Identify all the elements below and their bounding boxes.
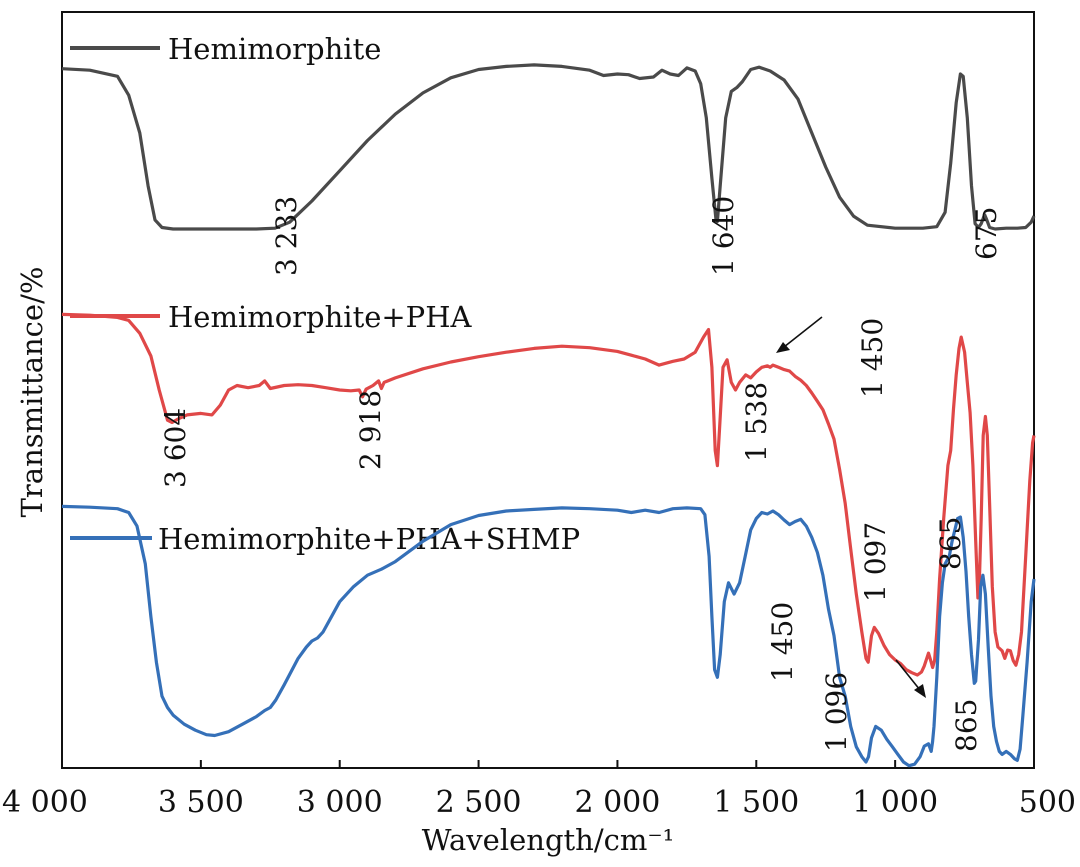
x-tick-label-2500: 2 500: [436, 785, 522, 820]
series-line-hemimorphite-pha: [61, 312, 1036, 677]
legend-label-hemimorphite: Hemimorphite: [168, 32, 381, 66]
x-tick-label-1000: 1 000: [852, 785, 938, 820]
series-line-hemimorphite-pha-shmp: [61, 504, 1036, 768]
x-tick-label-3000: 3 000: [297, 785, 383, 820]
x-axis-label: Wavelength/cm⁻¹: [422, 823, 675, 857]
annotation-1450-pha: 1 450: [856, 318, 889, 398]
legend-label-hemimorphite-pha: Hemimorphite+PHA: [168, 300, 472, 334]
x-tick-label-2000: 2 000: [574, 785, 660, 820]
plot-frame: [61, 11, 1035, 769]
annotation-865-shmp: 865: [950, 699, 983, 752]
annotation-3604: 3 604: [159, 408, 192, 488]
x-tick-label-4000: 4 000: [2, 785, 88, 820]
legend-label-hemimorphite-pha-shmp: Hemimorphite+PHA+SHMP: [158, 522, 580, 556]
x-tick-label-3500: 3 500: [158, 785, 244, 820]
series-line-hemimorphite: [61, 63, 1036, 231]
annotation-3233: 3 233: [270, 196, 303, 276]
legend-hemimorphite: Hemimorphite: [70, 32, 381, 66]
legend-hemimorphite-pha: Hemimorphite+PHA: [70, 300, 472, 334]
arrow-annotation-865: [895, 659, 926, 698]
y-axis-label: Transmittance/%: [15, 267, 49, 518]
annotation-1538: 1 538: [740, 382, 773, 462]
annotation-2918: 2 918: [354, 390, 387, 470]
x-tick-label-500: 500: [1019, 785, 1076, 820]
annotation-1096: 1 096: [820, 672, 853, 752]
annotation-1450-shmp: 1 450: [766, 602, 799, 682]
annotation-675: 675: [970, 207, 1003, 260]
annotation-1097: 1 097: [859, 522, 892, 602]
arrow-annotation-1450: [776, 316, 823, 353]
annotation-1640: 1 640: [707, 196, 740, 276]
x-tick-label-1500: 1 500: [713, 785, 799, 820]
x-axis: 4 000 3 500 3 000 2 500 2 000 1 500 1 000 500: [2, 760, 1076, 820]
legend-hemimorphite-pha-shmp: Hemimorphite+PHA+SHMP: [70, 522, 580, 556]
annotation-865-pha: 865: [934, 517, 967, 570]
